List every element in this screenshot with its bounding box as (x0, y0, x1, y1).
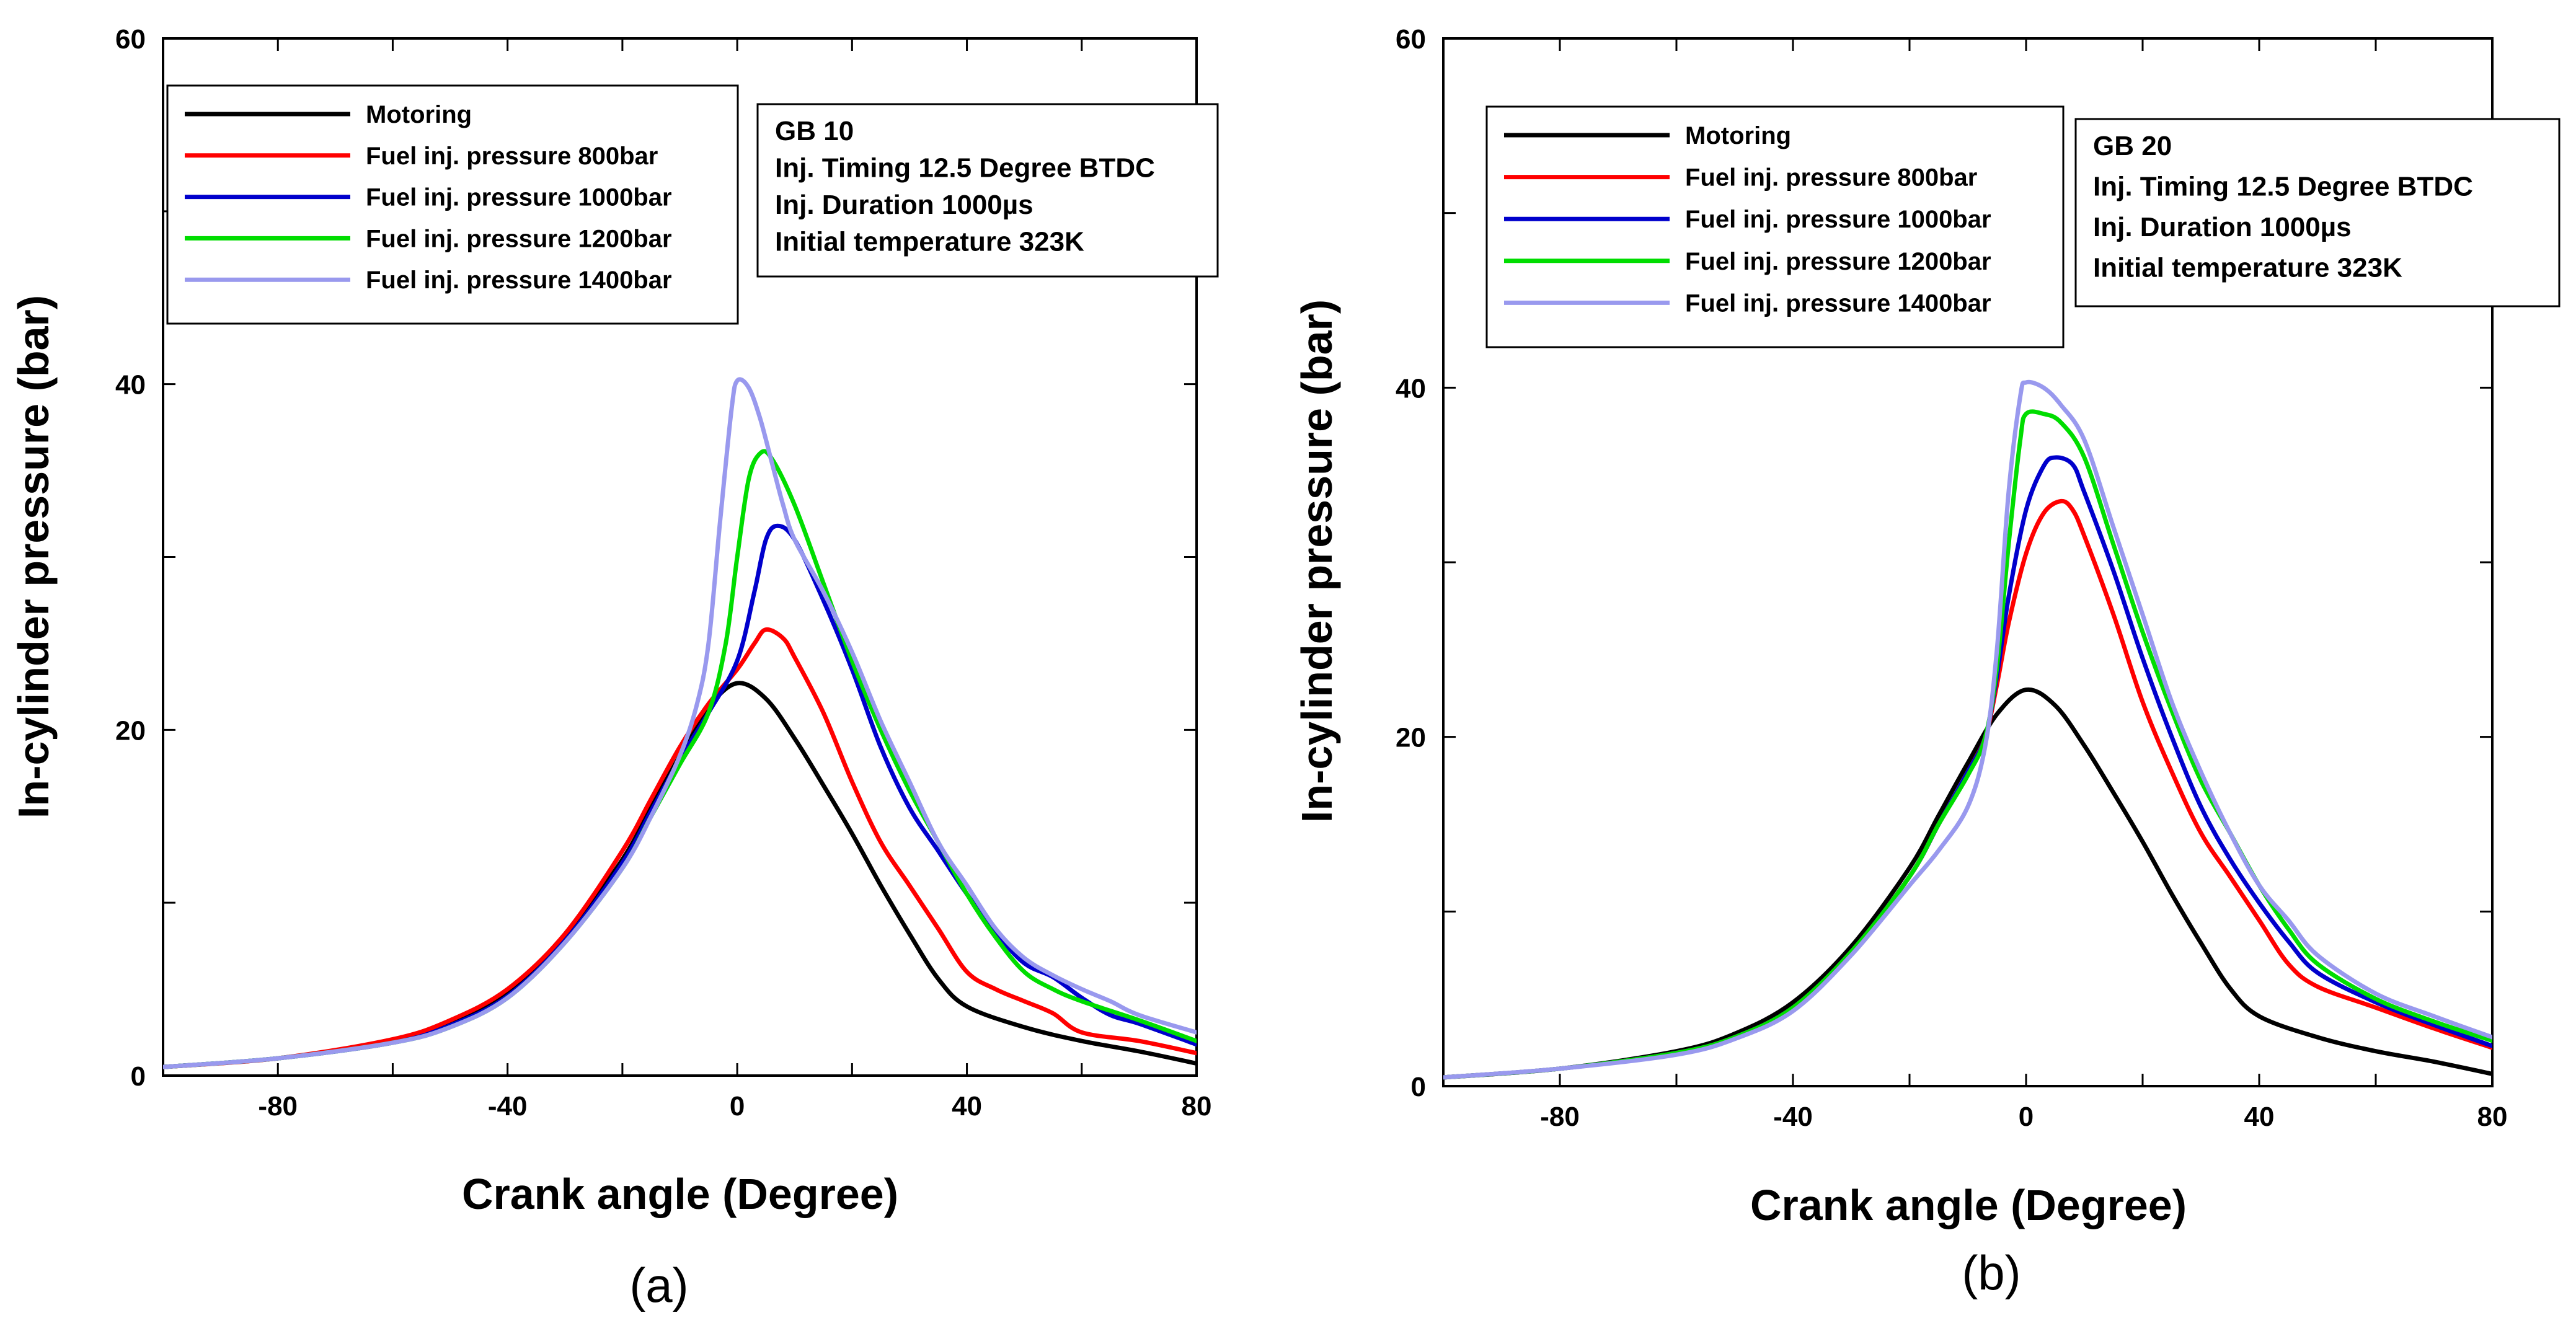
series-line-fuel-inj-pressure-1400bar (163, 377, 1197, 1069)
y-tick-label: 0 (131, 1061, 146, 1092)
y-axis-title: In-cylinder pressure (bar) (9, 295, 58, 818)
info-box-frame (756, 103, 1219, 278)
y-tick-label: 60 (115, 24, 146, 55)
legend-label-fuel-inj-pressure-1000bar: Fuel inj. pressure 1000bar (366, 184, 672, 211)
series-line-fuel-inj-pressure-1200bar (1443, 409, 2492, 1080)
y-tick-label: 60 (1396, 24, 1426, 55)
legend-box (166, 84, 739, 325)
series-line-fuel-inj-pressure-1000bar (1443, 455, 2492, 1080)
x-tick-label: -40 (1773, 1102, 1813, 1132)
info-line: GB 20 (2093, 131, 2172, 161)
legend-label-motoring: Motoring (366, 101, 472, 128)
x-tick-label: 80 (2477, 1102, 2508, 1132)
chart-panel-b: -80 -40 0 40 80 0 20 40 60 Crank angle (Degree) In… (1293, 24, 2561, 1300)
legend-label-fuel-inj-pressure-1400bar: Fuel inj. pressure 1400bar (366, 267, 672, 294)
panel-label: (a) (629, 1258, 688, 1312)
info-box-frame (2074, 118, 2561, 307)
info-box: GB 20 Inj. Timing 12.5 Degree BTDC Inj. Du… (2074, 118, 2561, 307)
series-group (163, 377, 1197, 1069)
series-line-fuel-inj-pressure-1400bar (1443, 379, 2492, 1080)
legend-label-fuel-inj-pressure-1200bar: Fuel inj. pressure 1200bar (1685, 248, 1991, 275)
y-tick-label: 40 (1396, 373, 1426, 404)
x-axis-title: Crank angle (Degree) (1750, 1181, 2187, 1229)
x-tick-label: -40 (488, 1091, 528, 1121)
x-tick-label: 40 (952, 1091, 982, 1121)
x-tick-label: -80 (258, 1091, 298, 1121)
series-line-fuel-inj-pressure-800bar (1443, 498, 2492, 1080)
info-line: Initial temperature 323K (2093, 253, 2402, 283)
info-line: Initial temperature 323K (775, 227, 1084, 257)
info-line: GB 10 (775, 116, 854, 146)
y-tick-label: 0 (1411, 1072, 1426, 1102)
info-line: Inj. Timing 12.5 Degree BTDC (775, 153, 1155, 184)
legend-label-fuel-inj-pressure-800bar: Fuel inj. pressure 800bar (1685, 164, 1977, 192)
info-line: Inj. Duration 1000µs (775, 190, 1033, 220)
legend: Motoring Fuel inj. pressure 800bar Fuel in… (1485, 105, 2065, 348)
info-line: Inj. Duration 1000µs (2093, 212, 2352, 242)
y-tick-label: 20 (115, 715, 146, 746)
panel-label: (b) (1962, 1245, 2021, 1300)
y-axis-title: In-cylinder pressure (bar) (1293, 299, 1341, 823)
y-tick-label: 40 (115, 370, 146, 400)
y-tick-label: 20 (1396, 723, 1426, 753)
legend-label-fuel-inj-pressure-1000bar: Fuel inj. pressure 1000bar (1685, 206, 1991, 233)
legend-box (1485, 105, 2065, 348)
info-line: Inj. Timing 12.5 Degree BTDC (2093, 172, 2473, 202)
legend-label-fuel-inj-pressure-1200bar: Fuel inj. pressure 1200bar (366, 225, 672, 252)
x-tick-label: 80 (1182, 1091, 1212, 1121)
x-axis-title: Crank angle (Degree) (462, 1170, 898, 1218)
info-box: GB 10 Inj. Timing 12.5 Degree BTDC Inj. Du… (756, 103, 1219, 278)
series-line-fuel-inj-pressure-800bar (163, 627, 1197, 1069)
x-tick-label: 40 (2244, 1102, 2275, 1132)
x-tick-label: 0 (2019, 1102, 2034, 1132)
legend-label-fuel-inj-pressure-800bar: Fuel inj. pressure 800bar (366, 143, 658, 170)
legend-label-motoring: Motoring (1685, 122, 1791, 149)
chart-panel-a: -80 -40 0 40 80 0 20 40 60 Crank angle (Degree) In… (9, 24, 1219, 1312)
series-group (1443, 379, 2492, 1080)
series-line-motoring (1443, 687, 2492, 1080)
x-tick-label: 0 (730, 1091, 745, 1121)
x-tick-label: -80 (1540, 1102, 1580, 1132)
legend-label-fuel-inj-pressure-1400bar: Fuel inj. pressure 1400bar (1685, 290, 1991, 317)
legend: Motoring Fuel inj. pressure 800bar Fuel in… (166, 84, 739, 325)
